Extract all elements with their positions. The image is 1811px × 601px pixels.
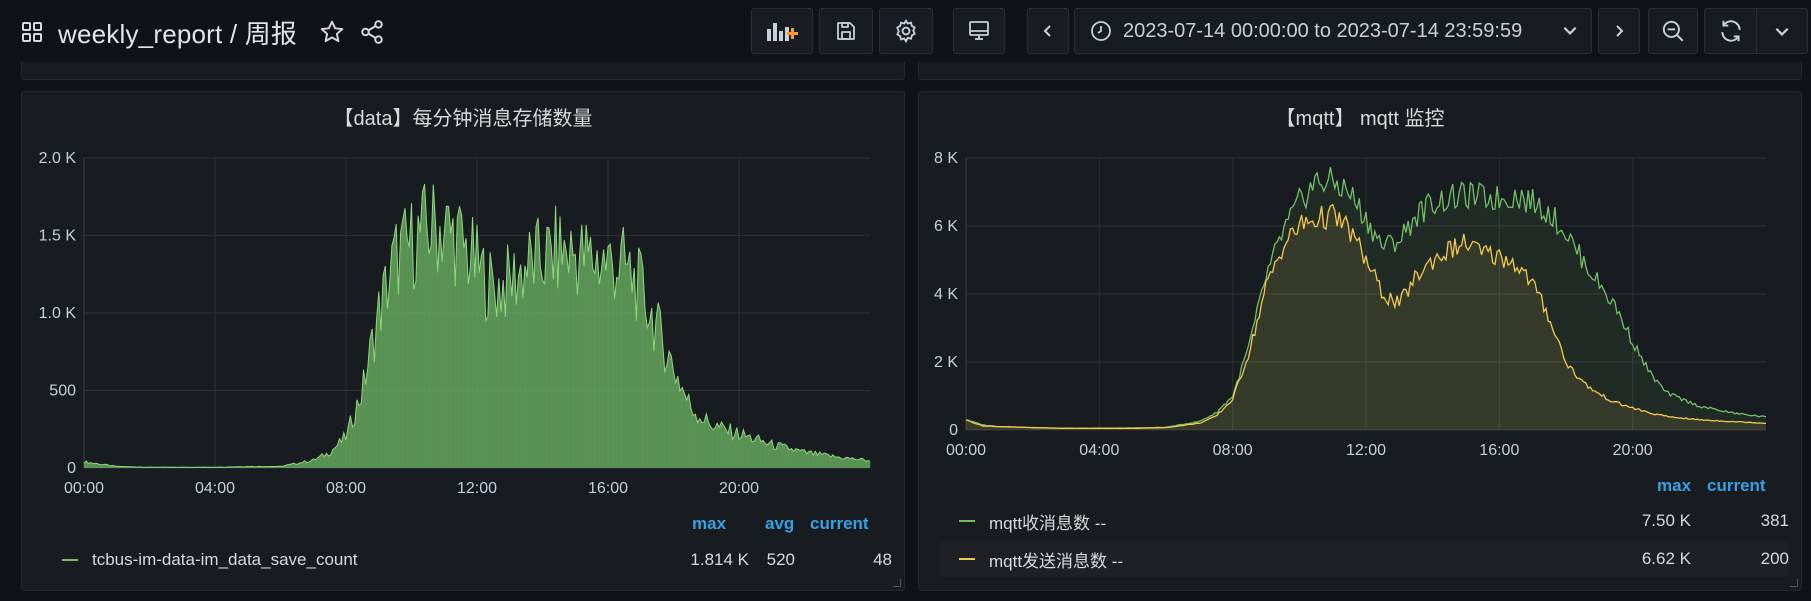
x-tick-label: 12:00 xyxy=(457,480,497,497)
legend-current-value: 48 xyxy=(873,550,892,569)
legend-row[interactable]: mqtt发送消息数 -- 6.62 K 200 xyxy=(939,541,1789,577)
x-tick-label: 08:00 xyxy=(326,480,366,497)
legend-header-current[interactable]: current xyxy=(810,514,869,533)
legend-header-avg[interactable]: avg xyxy=(765,514,795,533)
panel-resize-handle[interactable] xyxy=(893,579,901,587)
series-1 xyxy=(966,203,1767,430)
share-icon[interactable] xyxy=(359,19,385,45)
save-dashboard-button[interactable] xyxy=(819,8,873,54)
dashboard-title-area: weekly_report / 周报 xyxy=(20,14,385,50)
dashboard-settings-button[interactable] xyxy=(879,8,933,54)
series-color-swatch[interactable] xyxy=(959,558,975,560)
refresh-icon[interactable] xyxy=(1705,9,1757,53)
x-tick-label: 12:00 xyxy=(1346,442,1386,459)
chart-mqtt-monitor[interactable]: 0 2 K 4 K 6 K 8 K 00:00 04:00 08:00 12:00 16:00 20… xyxy=(919,92,1803,592)
series-area xyxy=(966,204,1766,430)
clock-icon xyxy=(1089,19,1113,43)
time-shift-back-button[interactable] xyxy=(1027,8,1069,54)
y-tick-label: 1.0 K xyxy=(39,305,77,322)
panel-title[interactable]: 【mqtt】 mqtt 监控 xyxy=(1275,108,1445,130)
y-tick-label: 0 xyxy=(67,460,76,477)
save-icon xyxy=(834,19,858,43)
panel-resize-handle[interactable] xyxy=(1790,579,1798,587)
y-tick-label: 500 xyxy=(49,383,76,400)
legend-row[interactable]: tcbus-im-data-im_data_save_count 1.814 K… xyxy=(22,542,904,578)
y-tick-label: 2 K xyxy=(934,354,958,371)
previous-panel-bottom-right xyxy=(918,62,1802,80)
x-tick-label: 16:00 xyxy=(1479,442,1519,459)
legend-max-value: 1.814 K xyxy=(690,550,749,569)
settings-icon xyxy=(893,18,919,44)
panel-title[interactable]: 【data】每分钟消息存储数量 xyxy=(333,108,593,130)
series-line xyxy=(966,203,1767,430)
series-0 xyxy=(83,183,871,468)
x-tick-label: 04:00 xyxy=(1079,442,1119,459)
x-tick-label: 16:00 xyxy=(588,480,628,497)
chart-grid xyxy=(965,157,1766,431)
legend-series-name[interactable]: mqtt发送消息数 -- xyxy=(989,551,1124,571)
x-tick-label: 00:00 xyxy=(946,442,986,459)
legend-current-value: 200 xyxy=(1760,549,1789,568)
previous-panel-bottom-left xyxy=(21,62,905,80)
legend-header-max[interactable]: max xyxy=(692,514,727,533)
legend-avg-value: 520 xyxy=(766,550,795,569)
tv-mode-button[interactable] xyxy=(953,8,1005,54)
dashboard-breadcrumb[interactable]: weekly_report / 周报 xyxy=(58,18,298,49)
y-tick-label: 2.0 K xyxy=(39,150,77,167)
legend-series-name[interactable]: mqtt收消息数 -- xyxy=(989,513,1107,533)
add-panel-button[interactable] xyxy=(751,8,813,54)
x-tick-label: 00:00 xyxy=(64,480,104,497)
y-tick-label: 4 K xyxy=(934,286,958,303)
tv-mode-icon xyxy=(967,19,991,43)
x-tick-label: 08:00 xyxy=(1213,442,1253,459)
time-shift-forward-button[interactable] xyxy=(1598,8,1640,54)
chevron-left-icon xyxy=(1040,23,1056,39)
legend-max-value: 7.50 K xyxy=(1641,511,1691,530)
series-color-swatch[interactable] xyxy=(62,559,78,561)
series-line xyxy=(83,183,871,468)
chevron-down-icon[interactable] xyxy=(1757,9,1807,53)
y-tick-label: 0 xyxy=(949,422,958,439)
time-range-label: 2023-07-14 00:00:00 to 2023-07-14 23:59:… xyxy=(1123,19,1523,42)
chevron-right-icon xyxy=(1611,23,1627,39)
apps-icon[interactable] xyxy=(20,20,44,44)
zoom-out-button[interactable] xyxy=(1648,8,1698,54)
legend-row[interactable]: mqtt收消息数 -- 7.50 K 381 xyxy=(919,503,1801,539)
x-tick-label: 20:00 xyxy=(719,480,759,497)
chevron-down-icon xyxy=(1561,21,1579,39)
legend-header-current[interactable]: current xyxy=(1707,476,1766,495)
y-tick-label: 8 K xyxy=(934,150,958,167)
panel-data-save-count[interactable]: 【data】每分钟消息存储数量 0 500 1.0 K 1.5 K 2.0 K 00:00… xyxy=(21,91,905,591)
legend-series-name[interactable]: tcbus-im-data-im_data_save_count xyxy=(92,550,358,569)
series-color-swatch[interactable] xyxy=(959,520,975,522)
zoom-out-icon xyxy=(1660,18,1686,44)
y-tick-label: 6 K xyxy=(934,218,958,235)
top-navbar: weekly_report / 周报 2023 xyxy=(0,0,1811,64)
legend-max-value: 6.62 K xyxy=(1641,549,1691,568)
chart-data-save-count[interactable]: 0 500 1.0 K 1.5 K 2.0 K 00:00 04:00 08:00 12:00 1… xyxy=(22,92,906,592)
legend-current-value: 381 xyxy=(1760,511,1789,530)
panel-mqtt-monitor[interactable]: 【mqtt】 mqtt 监控 0 2 K 4 K 6 K 8 K 00:00 04:00 08… xyxy=(918,91,1802,591)
time-range-picker[interactable]: 2023-07-14 00:00:00 to 2023-07-14 23:59:… xyxy=(1074,8,1592,54)
x-tick-label: 20:00 xyxy=(1613,442,1653,459)
y-tick-label: 1.5 K xyxy=(39,228,77,245)
add-panel-icon xyxy=(765,19,799,43)
x-tick-label: 04:00 xyxy=(195,480,235,497)
legend-header-max[interactable]: max xyxy=(1657,476,1692,495)
star-icon[interactable] xyxy=(319,19,345,45)
refresh-button-group[interactable] xyxy=(1704,8,1808,54)
